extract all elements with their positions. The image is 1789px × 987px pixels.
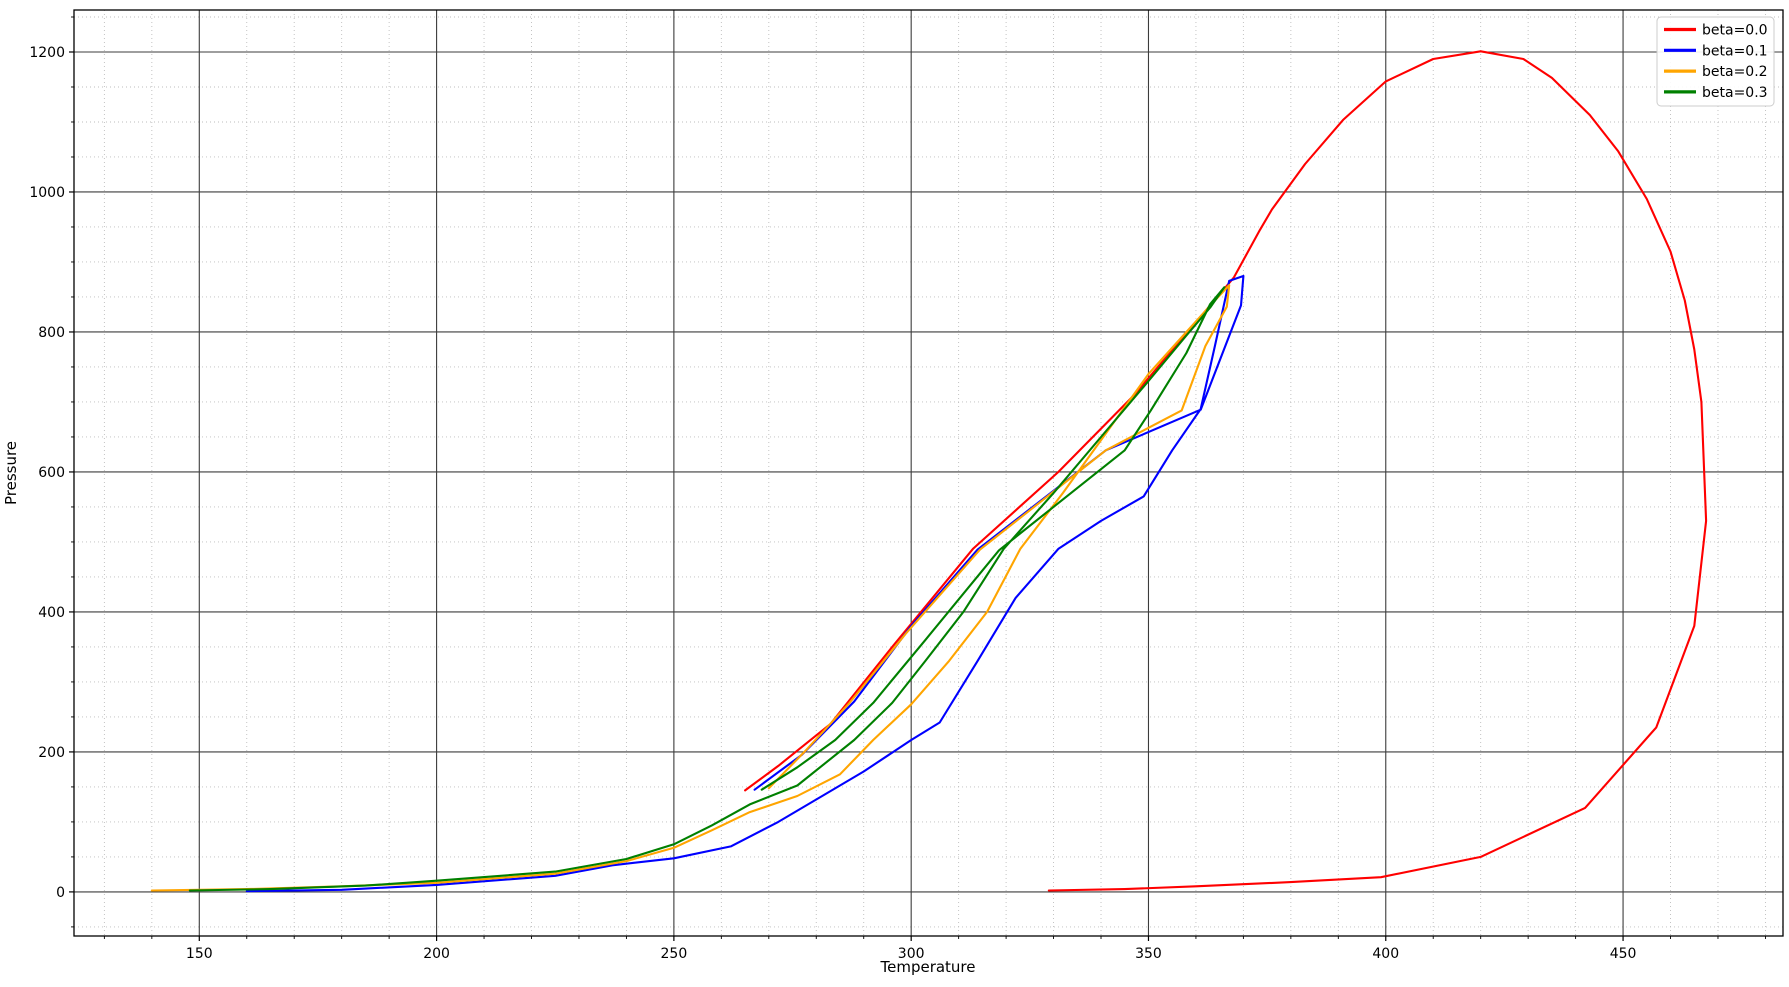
x-tick-label: 400 — [1372, 946, 1399, 962]
legend: beta=0.0 beta=0.1 beta=0.2 beta=0.3 — [1656, 16, 1775, 107]
x-tick-label: 350 — [1135, 946, 1162, 962]
series-line-beta=0.3 — [188, 286, 1226, 892]
axes-spines — [73, 9, 1784, 937]
series-line-beta=0.2 — [150, 284, 1231, 892]
legend-entry: beta=0.3 — [1664, 85, 1768, 101]
y-tick-label: 800 — [38, 325, 65, 341]
axis-ticks — [69, 16, 1766, 941]
legend-entry-label: beta=0.0 — [1702, 23, 1768, 39]
x-axis-label: Temperature — [879, 958, 975, 976]
legend-box — [1656, 16, 1775, 107]
legend-entry-label: beta=0.3 — [1702, 85, 1768, 101]
legend-entry-label: beta=0.1 — [1702, 43, 1768, 59]
y-tick-label: 1200 — [29, 45, 65, 61]
legend-entry: beta=0.1 — [1664, 43, 1768, 59]
y-tick-label: 600 — [38, 465, 65, 481]
x-tick-label: 450 — [1610, 946, 1637, 962]
legend-entry: beta=0.0 — [1664, 23, 1768, 39]
legend-entry: beta=0.2 — [1664, 64, 1768, 80]
major-gridlines — [74, 10, 1783, 936]
y-axis-label: Pressure — [2, 441, 20, 505]
y-tick-label: 400 — [38, 605, 65, 621]
y-tick-label: 200 — [38, 745, 65, 761]
x-tick-label: 150 — [186, 946, 213, 962]
y-tick-label: 1000 — [29, 185, 65, 201]
minor-gridlines — [74, 10, 1783, 936]
x-tick-label: 300 — [898, 946, 925, 962]
x-tick-label: 250 — [661, 946, 688, 962]
data-series-group — [150, 50, 1708, 893]
series-line-beta=0.0 — [744, 50, 1708, 892]
y-tick-label: 0 — [56, 885, 65, 901]
legend-entry-label: beta=0.2 — [1702, 64, 1768, 80]
axis-tick-labels: 150 200 250 300 350 400 450 0 200 400 600 800 1000 12… — [29, 45, 1636, 962]
x-tick-label: 200 — [423, 946, 450, 962]
